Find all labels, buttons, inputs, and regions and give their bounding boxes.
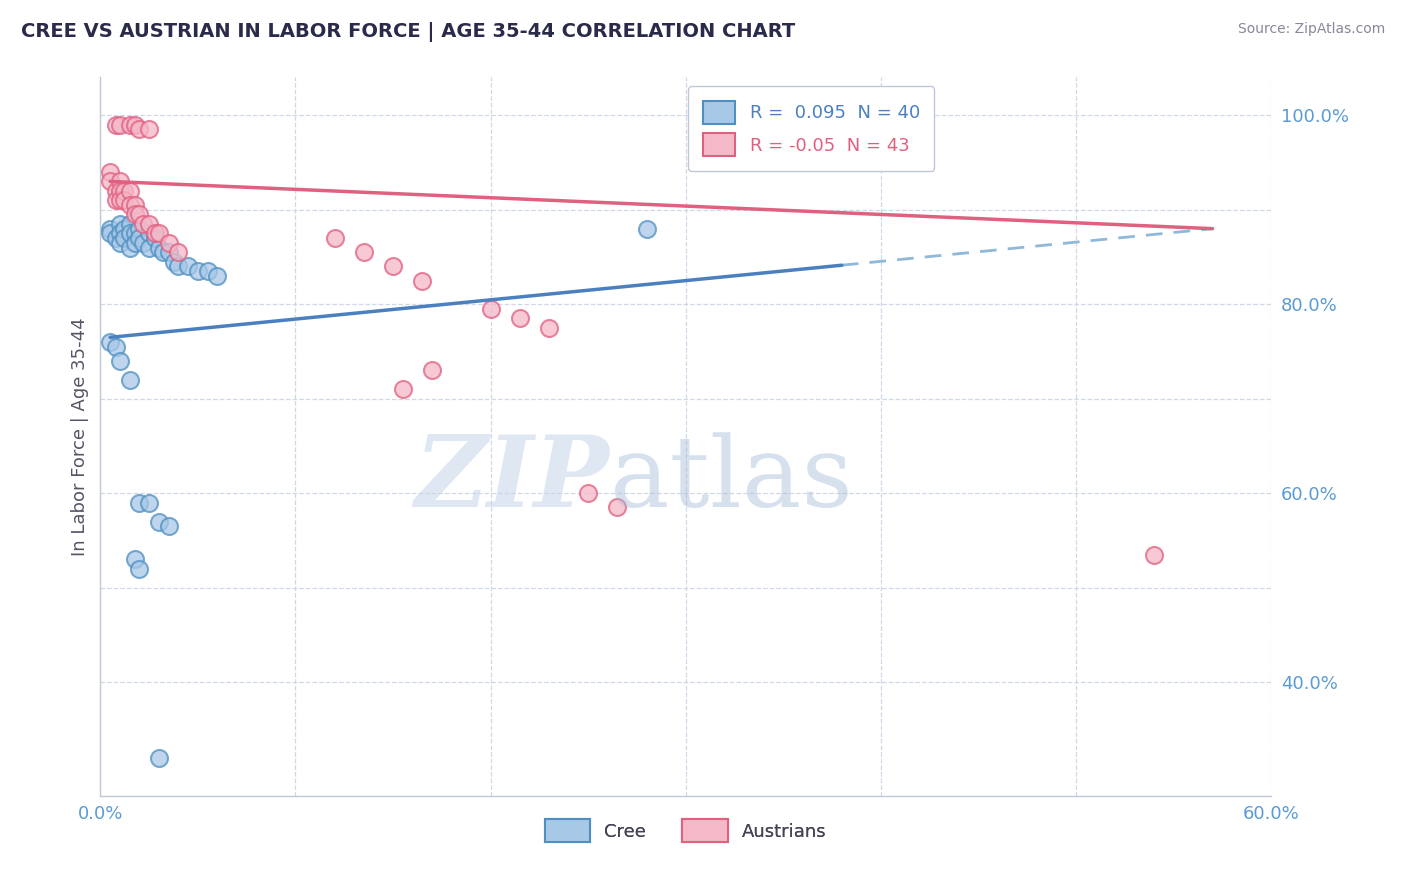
Point bbox=[538, 321, 561, 335]
Point bbox=[128, 231, 150, 245]
Point bbox=[148, 751, 170, 765]
Point bbox=[576, 486, 599, 500]
Point bbox=[143, 227, 166, 241]
Point bbox=[163, 254, 186, 268]
Text: CREE VS AUSTRIAN IN LABOR FORCE | AGE 35-44 CORRELATION CHART: CREE VS AUSTRIAN IN LABOR FORCE | AGE 35… bbox=[21, 22, 796, 42]
Point bbox=[323, 231, 346, 245]
Point bbox=[197, 264, 219, 278]
Point bbox=[128, 221, 150, 235]
Point bbox=[104, 340, 127, 354]
Point bbox=[112, 184, 135, 198]
Point bbox=[148, 227, 170, 241]
Point bbox=[118, 373, 141, 387]
Point bbox=[157, 519, 180, 533]
Point bbox=[157, 245, 180, 260]
Point bbox=[98, 335, 121, 350]
Y-axis label: In Labor Force | Age 35-44: In Labor Force | Age 35-44 bbox=[72, 318, 89, 556]
Point bbox=[104, 184, 127, 198]
Point bbox=[104, 118, 127, 132]
Point bbox=[177, 260, 200, 274]
Point bbox=[118, 118, 141, 132]
Point bbox=[138, 122, 160, 136]
Point bbox=[138, 217, 160, 231]
Point bbox=[108, 174, 131, 188]
Point bbox=[108, 354, 131, 368]
Point bbox=[124, 552, 146, 566]
Point bbox=[128, 122, 150, 136]
Point bbox=[128, 207, 150, 221]
Point bbox=[118, 184, 141, 198]
Point bbox=[124, 235, 146, 250]
Point bbox=[98, 174, 121, 188]
Point bbox=[509, 311, 531, 326]
Point bbox=[713, 118, 735, 132]
Point bbox=[411, 274, 433, 288]
Point bbox=[148, 241, 170, 255]
Point bbox=[148, 515, 170, 529]
Point bbox=[207, 268, 229, 283]
Point bbox=[108, 118, 131, 132]
Point bbox=[124, 227, 146, 241]
Point bbox=[132, 217, 155, 231]
Point bbox=[143, 231, 166, 245]
Point bbox=[132, 235, 155, 250]
Point bbox=[479, 301, 502, 316]
Point bbox=[157, 235, 180, 250]
Point bbox=[112, 231, 135, 245]
Point bbox=[152, 245, 174, 260]
Point bbox=[1143, 548, 1166, 562]
Legend: Cree, Austrians: Cree, Austrians bbox=[536, 810, 835, 851]
Point bbox=[695, 118, 717, 132]
Text: ZIP: ZIP bbox=[415, 432, 610, 528]
Point bbox=[112, 194, 135, 208]
Point bbox=[118, 198, 141, 212]
Point bbox=[733, 118, 755, 132]
Point bbox=[124, 118, 146, 132]
Point bbox=[772, 122, 794, 136]
Point bbox=[112, 221, 135, 235]
Point bbox=[382, 260, 405, 274]
Point bbox=[108, 227, 131, 241]
Point bbox=[118, 227, 141, 241]
Point bbox=[167, 245, 190, 260]
Point bbox=[108, 194, 131, 208]
Point bbox=[124, 198, 146, 212]
Point bbox=[108, 235, 131, 250]
Point bbox=[108, 184, 131, 198]
Point bbox=[420, 363, 443, 377]
Point bbox=[98, 227, 121, 241]
Point bbox=[752, 122, 775, 136]
Point bbox=[124, 207, 146, 221]
Point bbox=[118, 217, 141, 231]
Point bbox=[138, 241, 160, 255]
Point bbox=[128, 496, 150, 510]
Point bbox=[636, 221, 658, 235]
Point bbox=[108, 217, 131, 231]
Text: atlas: atlas bbox=[610, 432, 852, 527]
Point bbox=[138, 227, 160, 241]
Point bbox=[98, 221, 121, 235]
Point bbox=[98, 165, 121, 179]
Point bbox=[104, 194, 127, 208]
Point bbox=[606, 500, 628, 515]
Point bbox=[187, 264, 209, 278]
Point bbox=[167, 260, 190, 274]
Point bbox=[353, 245, 375, 260]
Point bbox=[138, 496, 160, 510]
Point bbox=[104, 231, 127, 245]
Text: Source: ZipAtlas.com: Source: ZipAtlas.com bbox=[1237, 22, 1385, 37]
Point bbox=[128, 562, 150, 576]
Point bbox=[391, 382, 413, 396]
Point bbox=[118, 241, 141, 255]
